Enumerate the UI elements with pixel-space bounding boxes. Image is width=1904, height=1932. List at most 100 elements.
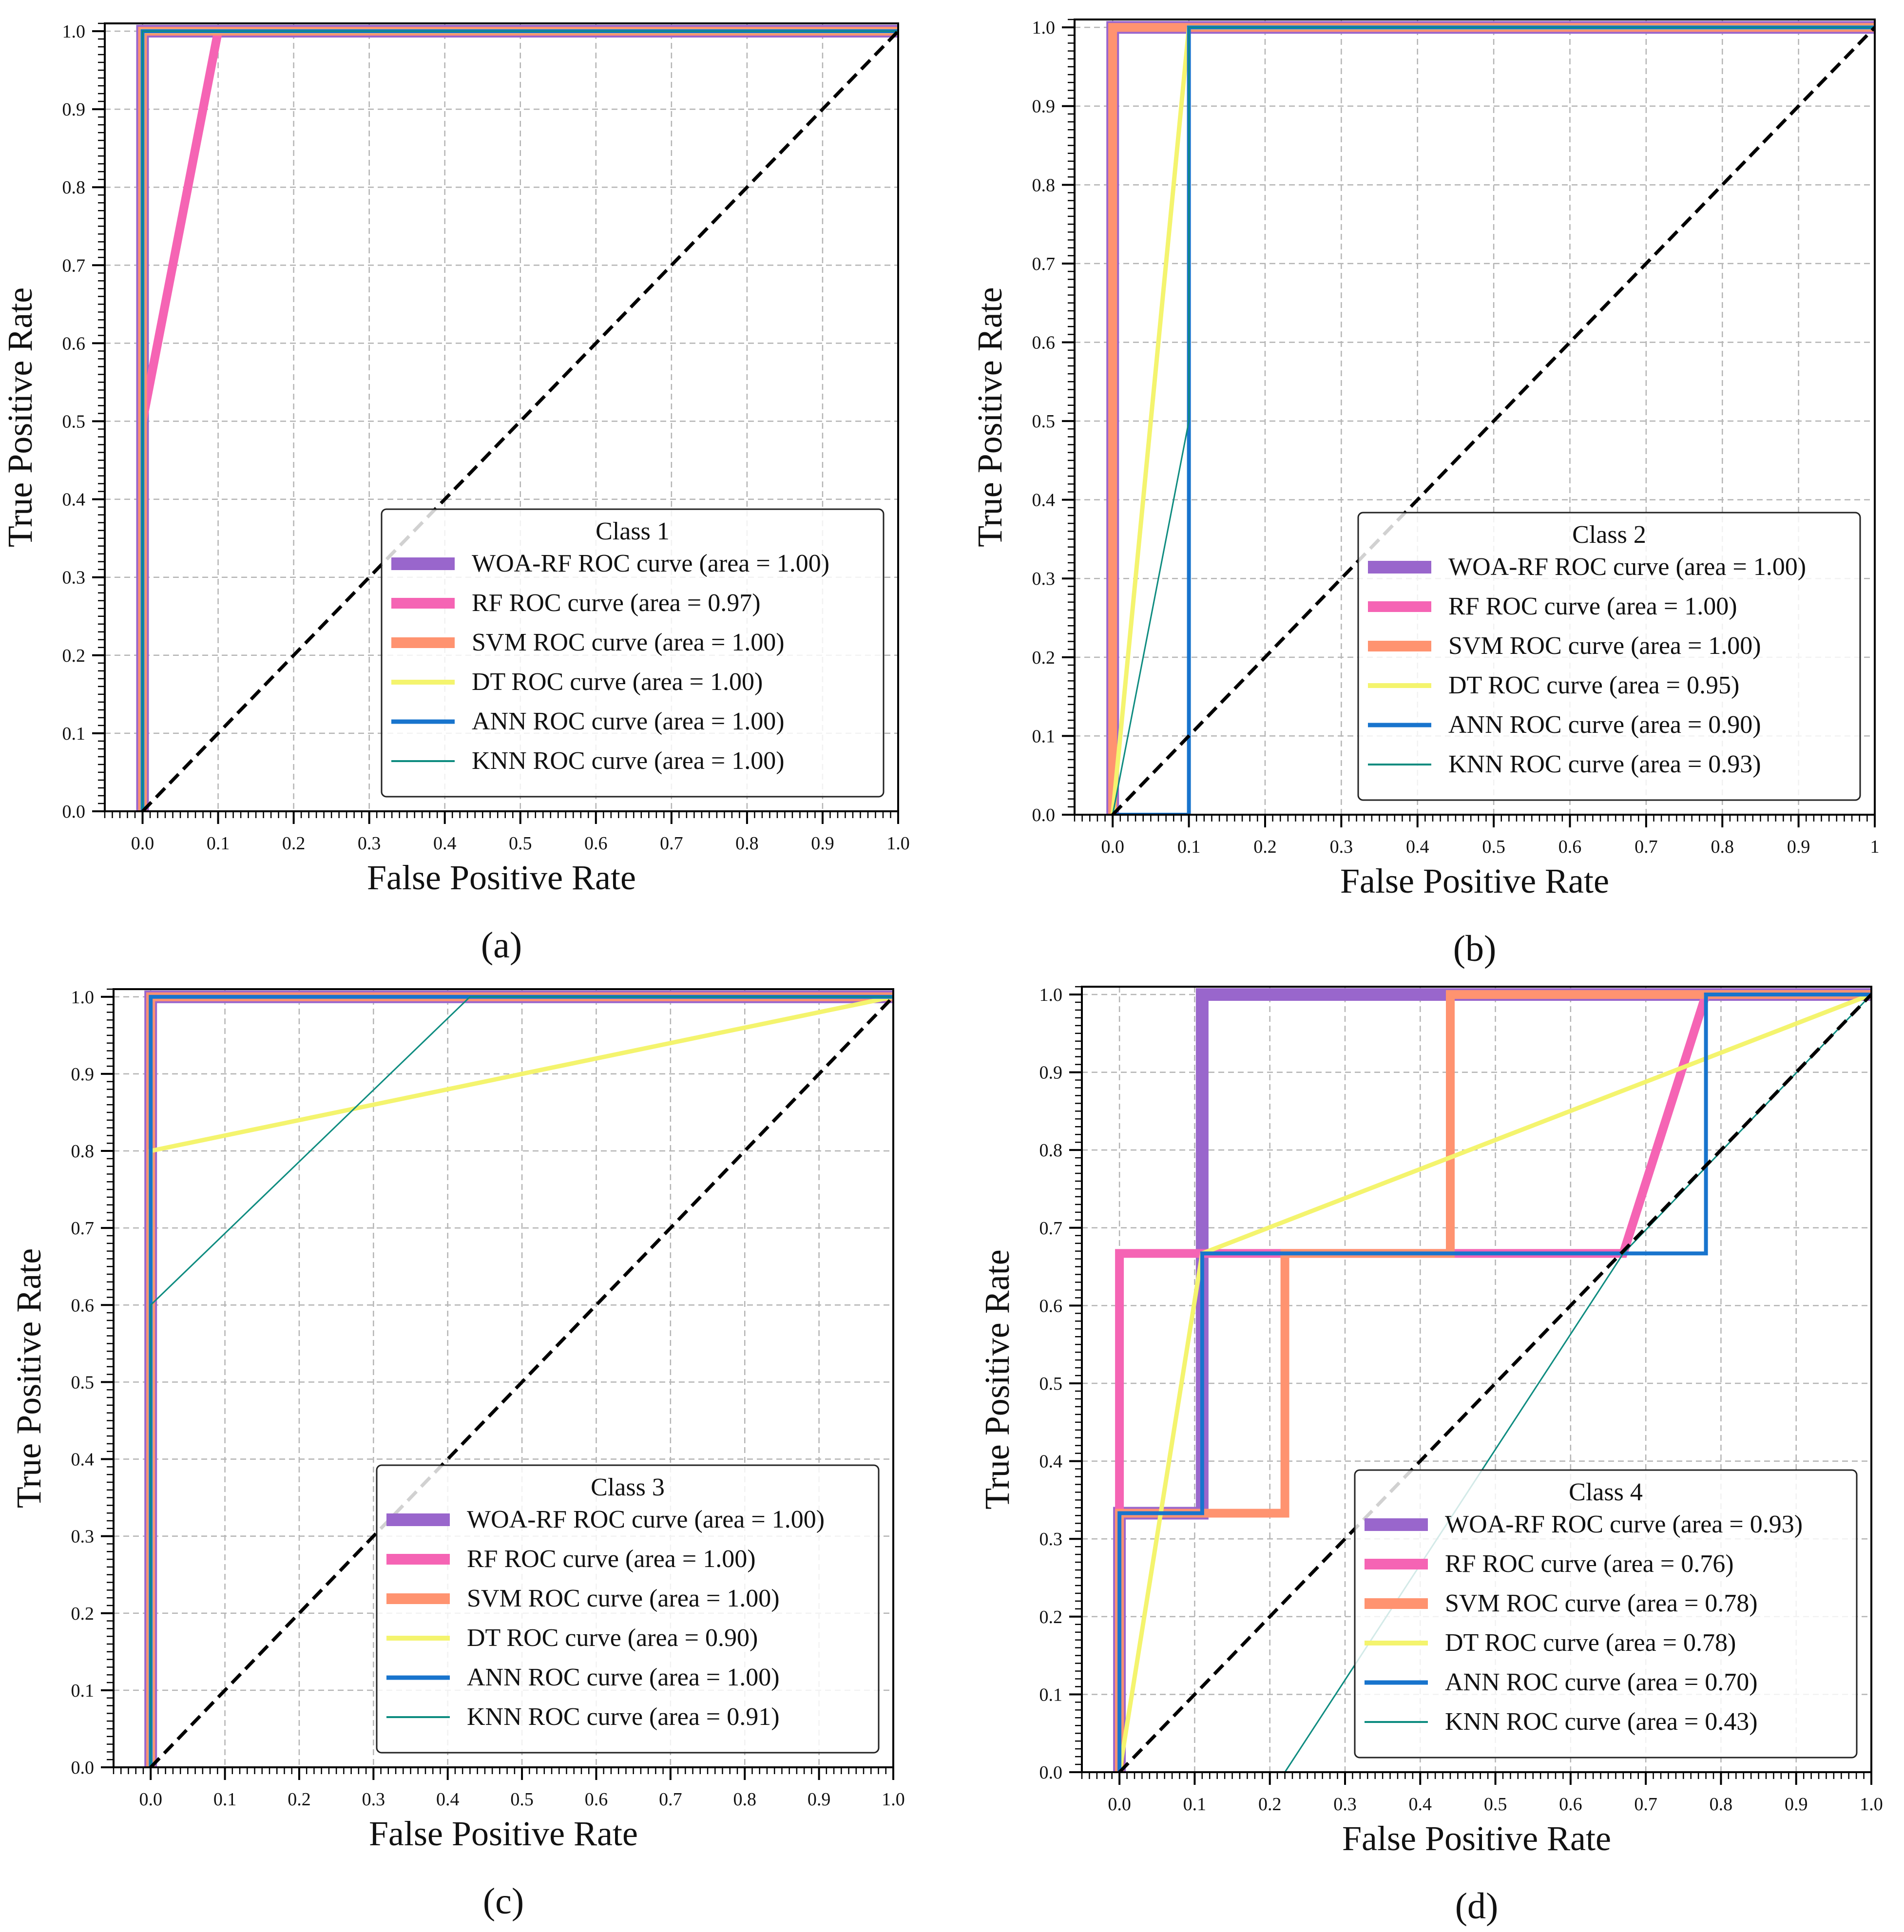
legend: Class 3 WOA-RF ROC curve (area = 1.00) RF … xyxy=(376,1464,880,1754)
series-line-6 xyxy=(150,996,893,1767)
x-tick-label: 0.1 xyxy=(1183,1794,1207,1815)
panel-caption: (b) xyxy=(1453,928,1497,969)
y-tick-label: 0.1 xyxy=(71,1681,95,1701)
x-tick-label: 0.4 xyxy=(433,833,457,854)
y-tick-label: 0.0 xyxy=(62,802,86,822)
y-tick-label: 0.4 xyxy=(1032,490,1056,511)
y-tick-label: 0.4 xyxy=(71,1450,95,1470)
series-group xyxy=(1106,21,1875,815)
x-tick-label: 0.9 xyxy=(808,1789,831,1810)
legend-entry-2: RF ROC curve (area = 0.76) xyxy=(1445,1550,1734,1578)
y-tick-label: 0.8 xyxy=(62,177,86,198)
y-tick-label: 0.9 xyxy=(1032,96,1056,117)
legend-box xyxy=(376,1464,880,1754)
x-tick-label: 1.0 xyxy=(882,1789,905,1810)
x-tick-label: 0.3 xyxy=(358,833,381,854)
chart-panel-2: 0.0 0.0 0.1 0.1 0.2 0.2 0.3 0.3 0.4 0.4 0.5 0.5 0.6 0… xyxy=(970,18,1880,969)
x-tick-label: 0.6 xyxy=(1558,837,1582,857)
legend-entry-2: RF ROC curve (area = 0.97) xyxy=(472,589,761,617)
legend-entry-6: KNN ROC curve (area = 0.43) xyxy=(1445,1708,1758,1736)
x-tick-label: 1 xyxy=(1870,837,1880,857)
legend: Class 4 WOA-RF ROC curve (area = 0.93) RF … xyxy=(1354,1469,1858,1759)
y-tick-label: 0.3 xyxy=(1039,1529,1063,1549)
legend-box xyxy=(381,508,885,798)
y-tick-label: 1.0 xyxy=(1032,18,1056,38)
y-tick-label: 1.0 xyxy=(1039,985,1063,1005)
x-tick-label: 0.2 xyxy=(282,833,306,854)
x-tick-label: 0.1 xyxy=(213,1789,237,1810)
x-tick-label: 0.5 xyxy=(509,833,532,854)
panel-caption: (d) xyxy=(1455,1886,1499,1927)
y-tick-label: 0.5 xyxy=(1039,1374,1063,1394)
x-tick-label: 0.9 xyxy=(811,833,834,854)
series-group xyxy=(1113,988,1871,1772)
plot-frame xyxy=(113,988,894,1768)
axis-ticks: 0.0 0.0 0.1 0.1 0.2 0.2 0.3 0.3 0.4 0.4 0.5 0.5 0.6 0… xyxy=(1032,18,1880,857)
x-tick-label: 0.6 xyxy=(584,833,608,854)
y-axis-label: True Positive Rate xyxy=(0,287,39,547)
y-tick-label: 0.3 xyxy=(62,568,86,588)
legend-entry-1: WOA-RF ROC curve (area = 1.00) xyxy=(472,550,829,577)
x-tick-label: 0.4 xyxy=(1409,1794,1432,1815)
y-tick-label: 0.7 xyxy=(62,255,86,276)
chart-panel-1: 0.0 0.0 0.1 0.1 0.2 0.2 0.3 0.3 0.4 0.4 0.5 0.5 0.6 0… xyxy=(0,21,910,966)
legend-entry-4: DT ROC curve (area = 0.78) xyxy=(1445,1629,1736,1657)
x-tick-label: 0.0 xyxy=(1101,837,1124,857)
legend-title: Class 2 xyxy=(1572,521,1646,549)
y-tick-label: 0.9 xyxy=(62,99,86,120)
x-tick-label: 0.7 xyxy=(660,833,683,854)
chart-panel-4: 0.0 0.0 0.1 0.1 0.2 0.2 0.3 0.3 0.4 0.4 0.5 0.5 0.6 0… xyxy=(978,985,1883,1927)
legend-entry-1: WOA-RF ROC curve (area = 0.93) xyxy=(1445,1511,1803,1538)
x-tick-label: 0.9 xyxy=(1785,1794,1808,1815)
legend-entry-2: RF ROC curve (area = 1.00) xyxy=(467,1545,756,1573)
legend-entry-3: SVM ROC curve (area = 0.78) xyxy=(1445,1589,1758,1617)
y-tick-label: 1.0 xyxy=(71,987,95,1008)
chance-diagonal-line xyxy=(149,995,893,1767)
x-tick-label: 0.6 xyxy=(1559,1794,1582,1815)
x-tick-label: 0.0 xyxy=(1108,1794,1131,1815)
y-tick-label: 0.2 xyxy=(1032,648,1056,668)
legend-title: Class 4 xyxy=(1569,1478,1643,1506)
x-tick-label: 0.7 xyxy=(1635,837,1658,857)
x-tick-label: 0.1 xyxy=(207,833,230,854)
legend-entry-4: DT ROC curve (area = 1.00) xyxy=(472,668,763,696)
x-tick-label: 0.4 xyxy=(1406,837,1429,857)
y-tick-label: 0.0 xyxy=(1032,805,1056,825)
y-tick-label: 1.0 xyxy=(62,21,86,42)
y-tick-label: 0.8 xyxy=(1032,175,1056,195)
series-group xyxy=(136,25,898,811)
y-tick-label: 0.3 xyxy=(1032,569,1056,589)
panel-caption: (a) xyxy=(481,925,522,966)
x-tick-label: 0.3 xyxy=(362,1789,385,1810)
x-axis-label: False Positive Rate xyxy=(1340,861,1609,900)
x-tick-label: 0.0 xyxy=(131,833,154,854)
legend-title: Class 3 xyxy=(591,1473,665,1501)
legend-entry-4: DT ROC curve (area = 0.90) xyxy=(467,1624,758,1652)
y-tick-label: 0.1 xyxy=(62,724,86,744)
y-tick-label: 0.9 xyxy=(71,1064,95,1085)
y-axis-label: True Positive Rate xyxy=(978,1249,1017,1509)
legend-entry-4: DT ROC curve (area = 0.95) xyxy=(1448,671,1739,699)
y-tick-label: 0.2 xyxy=(71,1604,95,1624)
x-tick-label: 0.4 xyxy=(436,1789,460,1810)
x-tick-label: 0.3 xyxy=(1333,1794,1357,1815)
x-axis-label: False Positive Rate xyxy=(1342,1819,1611,1858)
legend-box xyxy=(1357,512,1861,801)
legend-entry-2: RF ROC curve (area = 1.00) xyxy=(1448,593,1737,620)
y-axis-label: True Positive Rate xyxy=(9,1248,48,1508)
legend-entry-3: SVM ROC curve (area = 1.00) xyxy=(472,629,785,656)
x-tick-label: 0.7 xyxy=(1634,1794,1657,1815)
y-tick-label: 0.5 xyxy=(71,1372,95,1393)
y-tick-label: 0.7 xyxy=(71,1218,95,1239)
legend-entry-3: SVM ROC curve (area = 1.00) xyxy=(1448,632,1761,660)
y-tick-label: 0.0 xyxy=(71,1758,95,1778)
x-tick-label: 0.8 xyxy=(735,833,759,854)
legend: Class 2 WOA-RF ROC curve (area = 1.00) RF … xyxy=(1357,512,1861,801)
x-tick-label: 1.0 xyxy=(1860,1794,1883,1815)
chance-diagonal-line xyxy=(1118,993,1871,1772)
plot-frame xyxy=(1081,986,1872,1773)
y-tick-label: 0.7 xyxy=(1032,254,1056,274)
y-tick-label: 0.1 xyxy=(1039,1684,1063,1705)
y-tick-label: 0.2 xyxy=(1039,1607,1063,1627)
